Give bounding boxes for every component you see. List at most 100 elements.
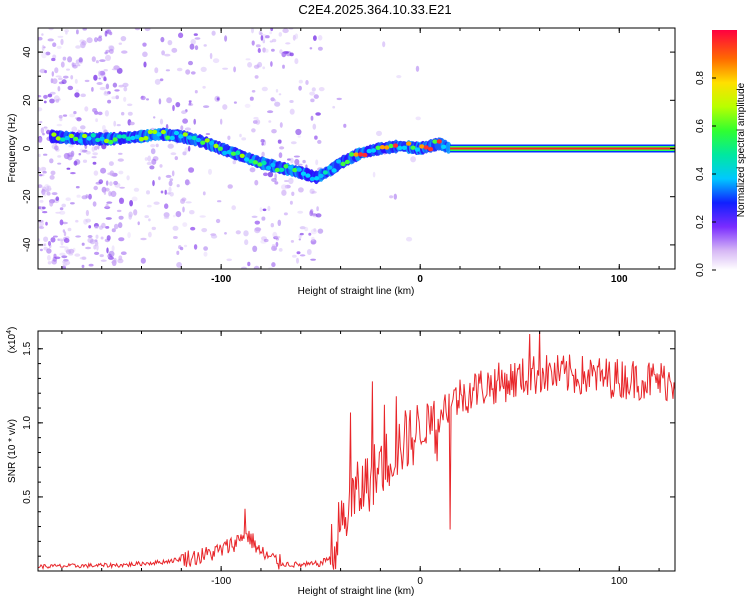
noise-speckle	[54, 145, 59, 151]
noise-speckle	[91, 156, 97, 159]
noise-speckle	[38, 226, 45, 230]
ridge-peak	[414, 147, 420, 152]
noise-speckle	[311, 191, 317, 194]
noise-speckle	[134, 28, 141, 31]
noise-speckle	[74, 78, 78, 84]
noise-speckle	[160, 190, 164, 194]
noise-speckle	[82, 159, 88, 163]
noise-speckle	[294, 58, 299, 65]
noise-speckle	[43, 94, 48, 99]
noise-speckle	[291, 191, 295, 196]
noise-speckle	[78, 57, 83, 63]
ridge-peak	[309, 176, 315, 182]
noise-speckle	[182, 222, 188, 228]
noise-speckle	[75, 219, 79, 223]
noise-speckle	[233, 101, 237, 104]
spectrogram-xtick-label: 100	[611, 274, 628, 285]
noise-speckle	[38, 238, 41, 242]
ridge-peak	[244, 157, 250, 162]
noise-speckle	[302, 159, 306, 164]
noise-speckle	[176, 67, 183, 72]
noise-speckle	[167, 192, 171, 195]
noise-speckle	[62, 262, 68, 267]
noise-speckle	[57, 155, 62, 158]
noise-speckle	[110, 190, 117, 197]
noise-speckle	[59, 219, 64, 226]
noise-speckle	[50, 170, 56, 176]
noise-speckle	[111, 245, 115, 252]
noise-speckle	[94, 239, 98, 242]
spectrogram-ytick-label: -40	[22, 237, 33, 252]
noise-speckle	[144, 157, 148, 161]
noise-speckle	[85, 246, 92, 250]
noise-speckle	[116, 209, 122, 213]
noise-speckle	[164, 203, 169, 209]
noise-speckle	[269, 31, 273, 35]
noise-speckle	[59, 210, 66, 215]
noise-speckle	[318, 87, 325, 92]
ridge-peak	[86, 136, 92, 141]
noise-speckle	[70, 150, 75, 157]
noise-speckle	[262, 66, 266, 70]
ridge-peak	[357, 152, 364, 157]
noise-speckle	[57, 86, 61, 92]
ridge-peak	[371, 148, 377, 153]
noise-speckle	[133, 209, 138, 216]
noise-speckle	[108, 45, 114, 50]
noise-speckle	[254, 220, 260, 225]
noise-speckle	[188, 167, 195, 173]
noise-speckle	[98, 179, 104, 184]
tone-line	[450, 144, 675, 153]
ridge-peak	[392, 143, 399, 148]
noise-speckle	[313, 94, 319, 99]
noise-speckle	[97, 111, 103, 116]
snr-ytick-label: 0.5	[22, 490, 33, 504]
noise-speckle	[96, 244, 99, 251]
ridge-peak	[213, 143, 219, 149]
noise-speckle	[298, 163, 303, 166]
noise-speckle	[255, 44, 261, 48]
noise-speckle	[103, 77, 107, 82]
noise-speckle	[93, 74, 98, 81]
noise-speckle	[203, 105, 210, 108]
colorbar-tick-label: 0.0	[695, 263, 706, 277]
noise-speckle	[104, 30, 108, 37]
noise-speckle	[188, 100, 192, 103]
colorbar-tick-label: 0.2	[695, 215, 706, 229]
noise-speckle	[274, 101, 281, 107]
noise-speckle	[268, 120, 272, 123]
snr-scale-prefix: (x10	[7, 333, 18, 353]
noise-speckle	[39, 120, 43, 124]
ridge-peak	[441, 144, 447, 149]
noise-speckle	[67, 227, 72, 232]
ridge-peak	[103, 138, 110, 144]
ridge-peak	[406, 141, 412, 146]
noise-speckle	[101, 222, 106, 229]
noise-speckle	[46, 191, 51, 196]
noise-speckle	[239, 133, 242, 138]
noise-speckle	[111, 96, 116, 100]
spectrogram-xlabel: Height of straight line (km)	[298, 286, 415, 297]
noise-speckle	[310, 208, 314, 215]
ridge-peak	[51, 132, 57, 137]
noise-speckle	[309, 188, 315, 195]
noise-speckle	[80, 125, 86, 130]
noise-speckle	[76, 29, 79, 35]
noise-speckle	[142, 51, 148, 58]
noise-speckle	[262, 39, 266, 44]
noise-speckle	[104, 51, 108, 55]
noise-speckle	[41, 186, 47, 192]
noise-speckle	[160, 36, 165, 43]
noise-speckle	[112, 82, 118, 88]
noise-speckle	[278, 32, 282, 37]
ridge-peak	[300, 171, 307, 176]
ridge-peak	[331, 168, 337, 173]
noise-speckle	[67, 85, 74, 91]
noise-speckle	[299, 232, 304, 236]
noise-speckle	[252, 120, 258, 124]
noise-speckle	[182, 206, 185, 213]
noise-speckle	[152, 180, 155, 187]
ridge-peak	[204, 138, 210, 143]
noise-speckle	[343, 123, 347, 128]
noise-speckle	[211, 234, 218, 239]
